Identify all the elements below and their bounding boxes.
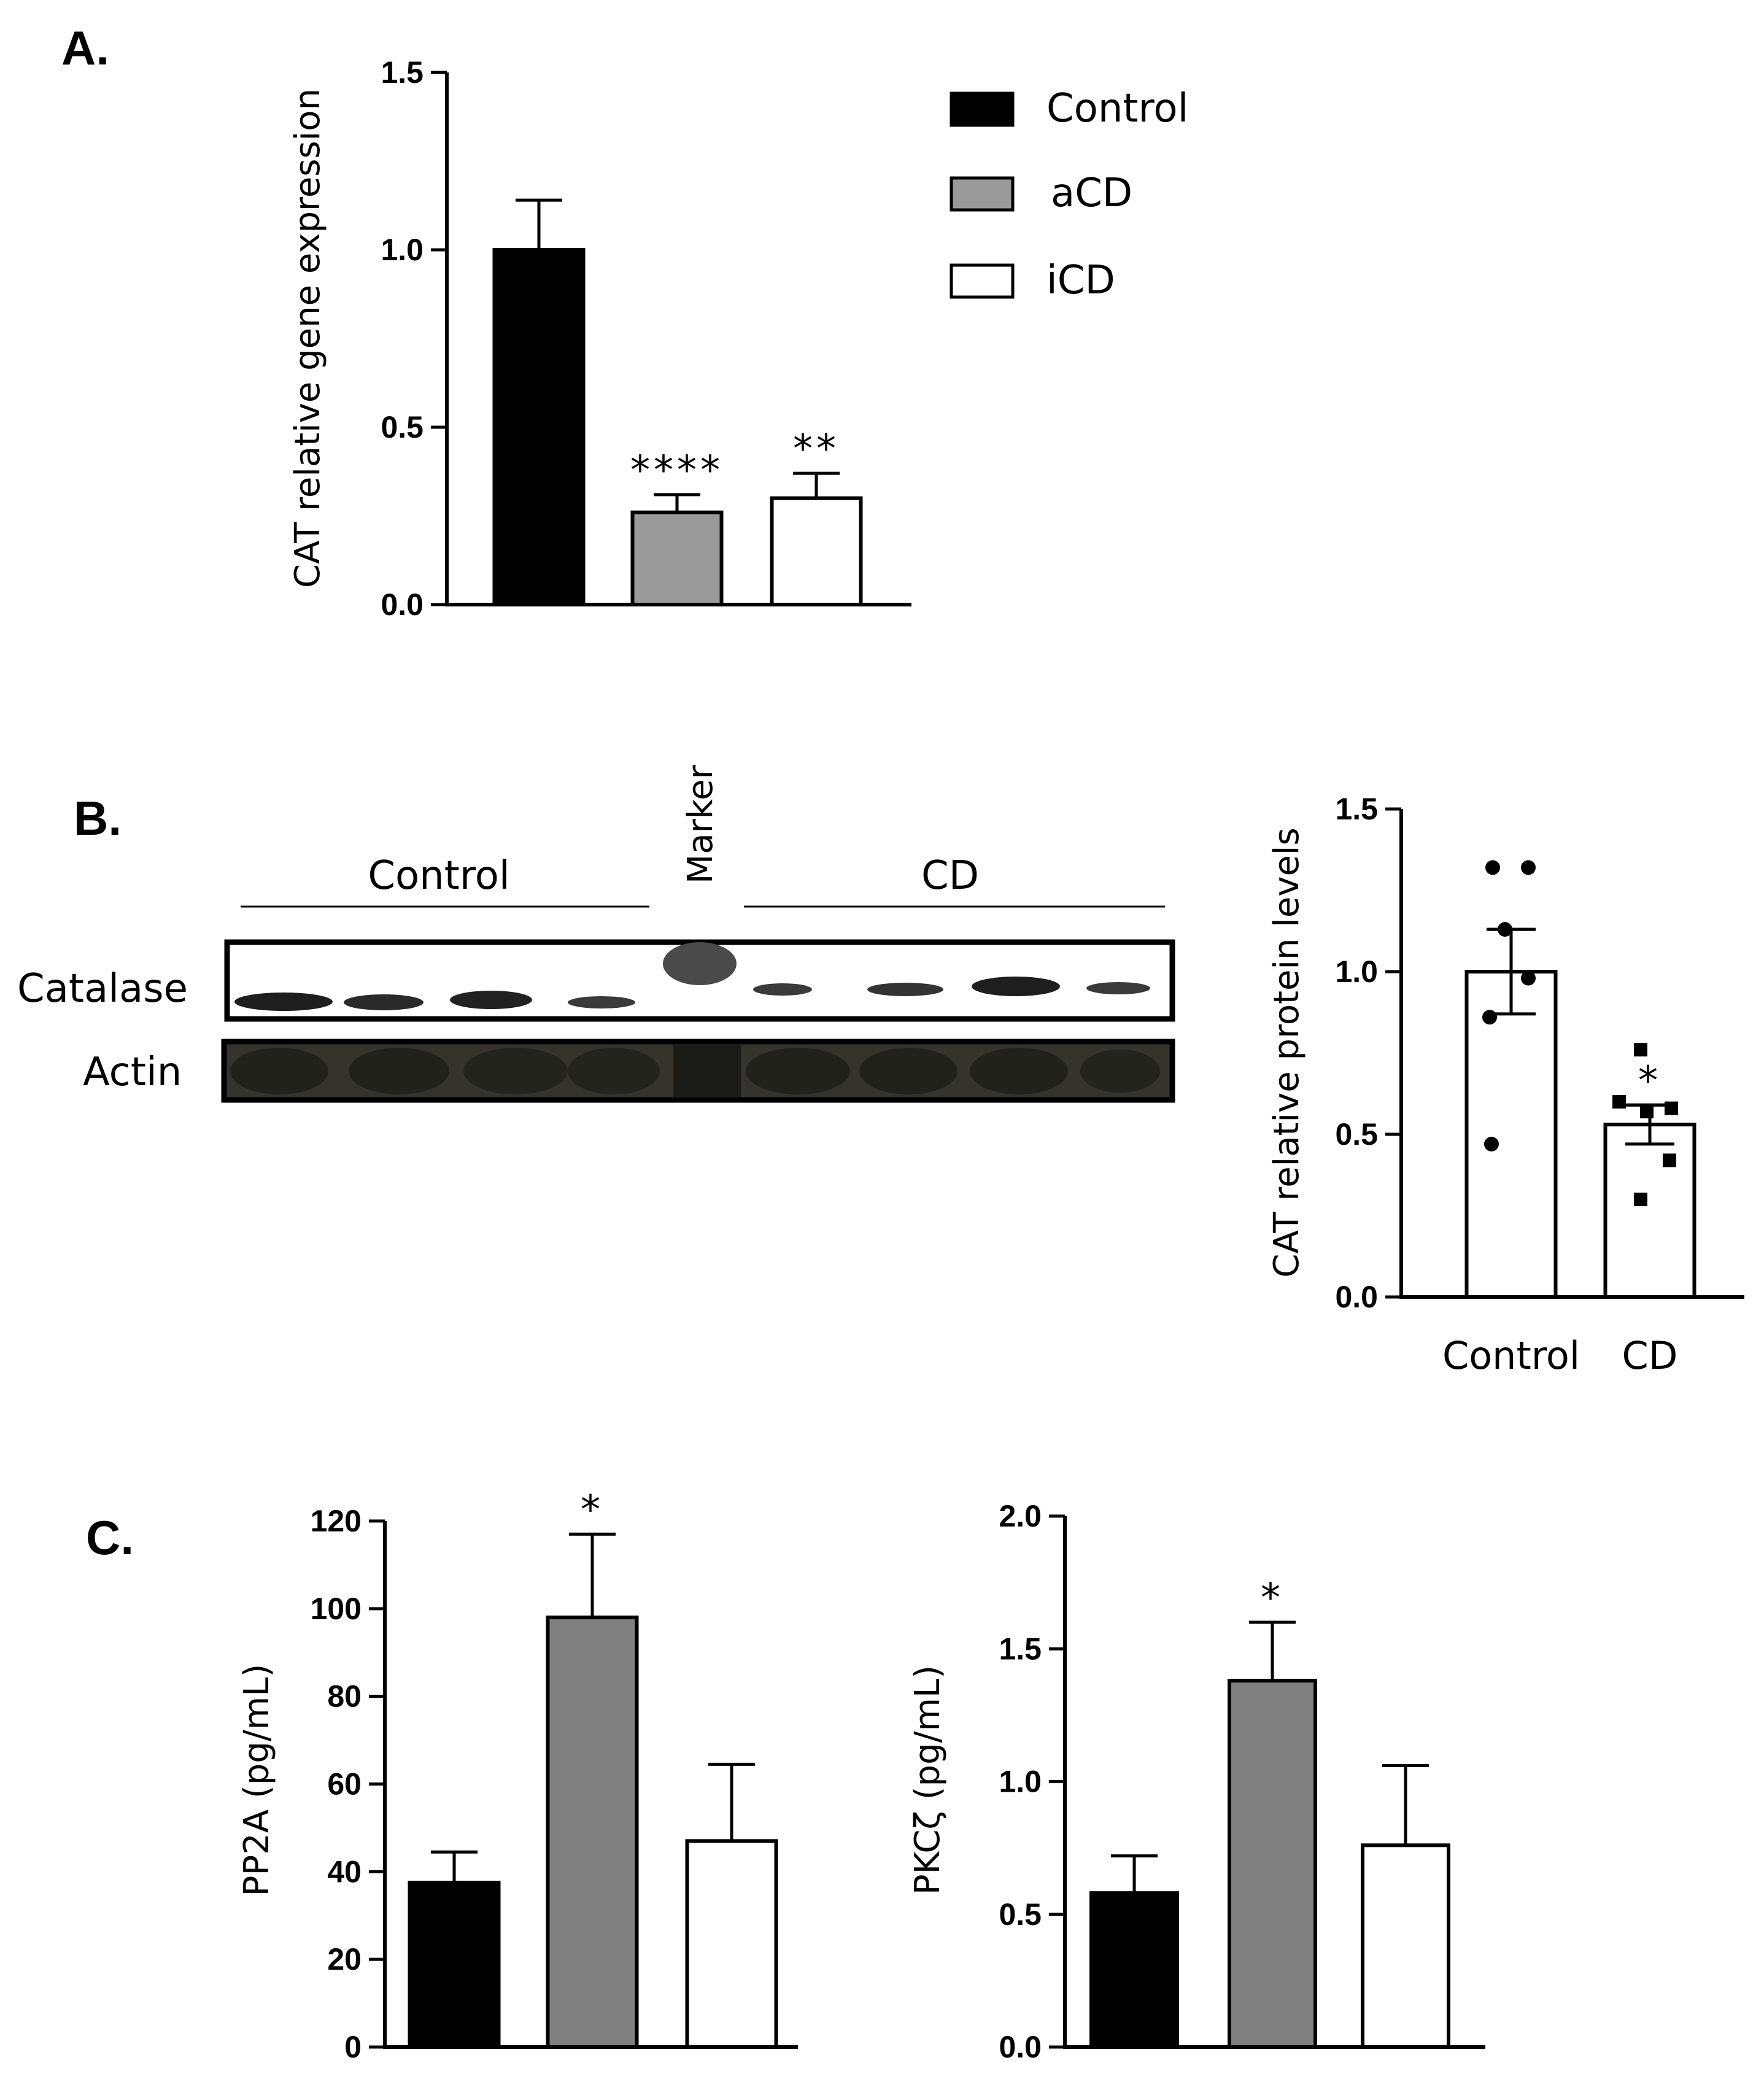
point-b-control [1484, 1136, 1499, 1151]
band-catalase-5 [753, 983, 812, 996]
bar-c2-icd [1361, 1843, 1450, 2049]
point-b-cd [1640, 1104, 1654, 1118]
bar-c1-control [408, 1881, 501, 2049]
band-catalase-4 [568, 996, 635, 1008]
y-axis-title-a: CAT relative gene expression [288, 88, 328, 588]
point-b-control [1521, 860, 1536, 875]
legend-label-acd: aCD [1051, 171, 1132, 216]
chart-c-pkcz: * 0.0 0.5 1.0 1.5 2.0 PKCζ (pg/mL) [908, 1499, 1485, 2064]
y-tick-label-c1: 60 [327, 1767, 362, 1802]
category-label-b: Control [1442, 1333, 1580, 1378]
legend-label-icd: iCD [1046, 258, 1115, 303]
bar-c1-icd [685, 1839, 778, 2049]
blot-marker-label: Marker [681, 764, 721, 884]
y-tick-label-b: 0.5 [1335, 1117, 1378, 1151]
point-b-cd [1612, 1095, 1626, 1109]
legend-item-icd: iCD [950, 258, 1115, 303]
bar-b-cd [1603, 1123, 1696, 1299]
panel-label-c: C. [86, 1511, 134, 1565]
legend-item-acd: aCD [950, 171, 1132, 216]
blot-cd-label: CD [921, 853, 979, 899]
point-b-control [1485, 860, 1500, 875]
category-label-b: CD [1622, 1333, 1677, 1378]
y-axis-title-c1: PP2A (pg/mL) [237, 1664, 277, 1897]
legend-label-control: Control [1046, 86, 1188, 131]
significance-b-cd: * [1638, 1058, 1661, 1104]
western-blot: Control Marker CD Catalase Actin [17, 764, 1175, 1103]
bar-a-icd [770, 496, 863, 606]
y-tick-label-a: 1.0 [381, 233, 424, 267]
panel-label-b: B. [74, 791, 122, 845]
bar-c2-acd [1228, 1679, 1317, 2049]
legend: Control aCD iCD [950, 86, 1188, 303]
y-tick-label-c2: 0.0 [999, 2030, 1042, 2064]
y-tick-label-a: 1.5 [381, 55, 424, 90]
blot-catalase-strip [224, 939, 1175, 1022]
y-tick-label-c1: 80 [327, 1679, 362, 1714]
chart-c-pp2a: * 0 20 40 60 80 100 120 PP2A (pg/mL) [237, 1487, 798, 2064]
chart-b-protein-levels: * 0.0 0.5 1.0 1.5 CAT relative protein levels… [1267, 792, 1744, 1378]
y-tick-label-c2: 1.5 [999, 1631, 1042, 1666]
bar-b-control [1464, 970, 1558, 1299]
significance-a-icd: ** [793, 427, 840, 472]
band-catalase-8 [1086, 982, 1150, 994]
blot-row-actin-label: Actin [83, 1050, 182, 1095]
legend-swatch-icd [950, 263, 1015, 299]
blot-actin-strip [221, 1039, 1175, 1103]
point-b-cd [1634, 1043, 1647, 1057]
y-tick-label-c1: 120 [311, 1504, 362, 1538]
point-b-cd [1663, 1153, 1676, 1167]
band-catalase-1 [234, 993, 333, 1011]
y-tick-label-c1: 20 [327, 1942, 362, 1976]
band-catalase-7 [972, 977, 1060, 996]
blot-row-catalase-label: Catalase [17, 966, 188, 1012]
point-b-cd [1634, 1193, 1647, 1206]
band-catalase-6 [867, 983, 943, 996]
significance-c1-acd: * [581, 1487, 604, 1533]
y-tick-label-b: 0.0 [1335, 1280, 1378, 1314]
significance-a-acd: **** [630, 448, 724, 493]
point-b-control [1482, 1010, 1497, 1025]
band-catalase-2 [344, 994, 424, 1010]
y-tick-label-c2: 0.5 [999, 1897, 1042, 1932]
bar-c2-control [1089, 1891, 1179, 2049]
panel-label-a: A. [61, 21, 109, 75]
y-tick-label-c2: 2.0 [999, 1499, 1042, 1533]
bar-a-control [492, 248, 586, 606]
blot-control-label: Control [368, 853, 509, 899]
legend-swatch-control [950, 91, 1015, 127]
legend-swatch-acd [950, 176, 1015, 212]
band-marker [663, 942, 737, 985]
bar-c1-acd [546, 1616, 639, 2049]
y-tick-label-b: 1.5 [1335, 792, 1378, 826]
y-tick-label-c1: 0 [344, 2030, 362, 2064]
y-axis-title-c2: PKCζ (pg/mL) [908, 1665, 948, 1895]
point-b-control [1521, 970, 1536, 986]
band-catalase-3 [450, 991, 532, 1009]
bar-a-acd [630, 510, 724, 606]
y-tick-label-a: 0.0 [381, 587, 424, 622]
y-tick-label-a: 0.5 [381, 410, 424, 444]
significance-c2-acd: * [1261, 1576, 1284, 1621]
y-tick-label-c2: 1.0 [999, 1765, 1042, 1799]
y-tick-label-b: 1.0 [1335, 954, 1378, 989]
y-tick-label-c1: 100 [311, 1592, 362, 1626]
legend-item-control: Control [950, 86, 1188, 131]
y-tick-label-c1: 40 [327, 1854, 362, 1889]
y-axis-title-b: CAT relative protein levels [1267, 827, 1307, 1277]
